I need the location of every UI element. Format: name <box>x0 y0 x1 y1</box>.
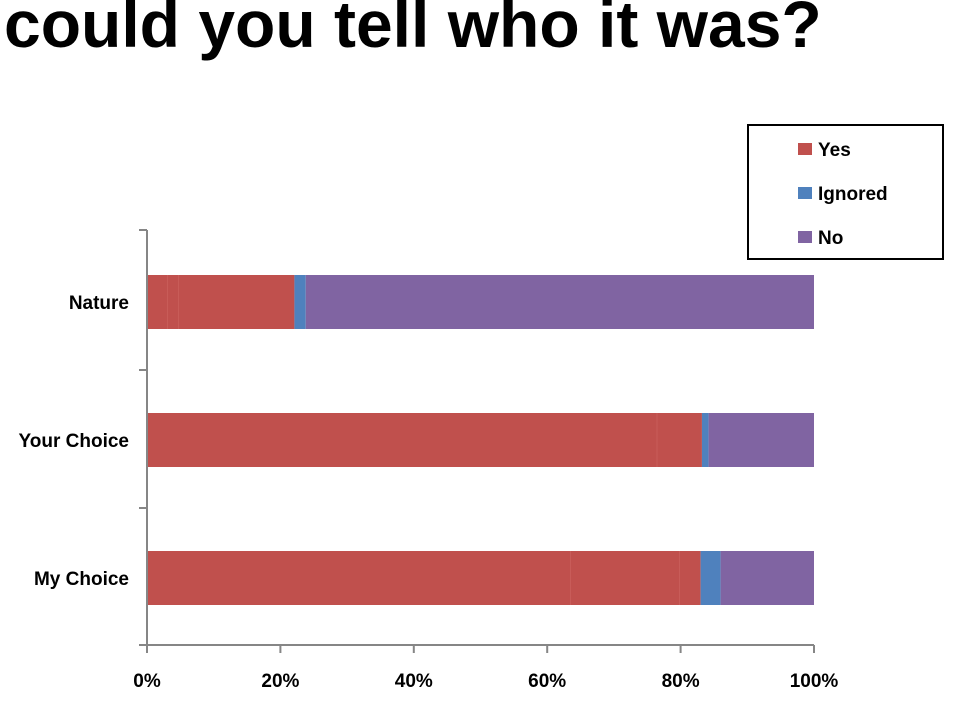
category-label-your-choice: Your Choice <box>19 431 130 452</box>
legend-label-yes: Yes <box>818 140 851 161</box>
axes-layer: My Choice Your Choice Nature 0% 20% 40% 60% 80%… <box>19 229 839 692</box>
bar-yes-nature-part1 <box>147 275 168 329</box>
x-tick-label: 100% <box>790 671 839 692</box>
category-label-nature: Nature <box>69 293 129 314</box>
bar-no-my-choice <box>720 551 814 605</box>
category-label-my-choice: My Choice <box>34 569 129 590</box>
x-tick-label: 20% <box>261 671 299 692</box>
legend-label-no: No <box>818 228 843 249</box>
bar-no-your-choice <box>708 413 814 467</box>
legend-swatch-ignored <box>798 187 812 199</box>
legend: Yes Ignored No <box>747 124 944 260</box>
bar-ignored-your-choice <box>701 413 709 467</box>
bar-no-nature <box>305 275 814 329</box>
legend-box <box>747 124 944 260</box>
x-tick-label: 0% <box>133 671 161 692</box>
x-tick-label: 40% <box>395 671 433 692</box>
legend-swatch-no <box>798 231 812 243</box>
bar-yes-my-choice-part1 <box>147 551 571 605</box>
bar-ignored-my-choice <box>700 551 721 605</box>
x-tick-label: 60% <box>528 671 566 692</box>
bars-layer <box>147 275 814 605</box>
legend-label-ignored: Ignored <box>818 184 888 205</box>
bar-yes-my-choice-part2 <box>570 551 680 605</box>
bar-yes-nature-part3 <box>179 275 295 329</box>
bar-yes-your-choice-part2 <box>657 413 702 467</box>
bar-ignored-nature <box>294 275 306 329</box>
bar-yes-your-choice-part1 <box>147 413 658 467</box>
x-tick-label: 80% <box>662 671 700 692</box>
bar-yes-nature-part2 <box>167 275 180 329</box>
slide-title: could you tell who it was? <box>4 0 822 61</box>
bar-yes-my-choice-part3 <box>679 551 701 605</box>
legend-swatch-yes <box>798 143 812 155</box>
